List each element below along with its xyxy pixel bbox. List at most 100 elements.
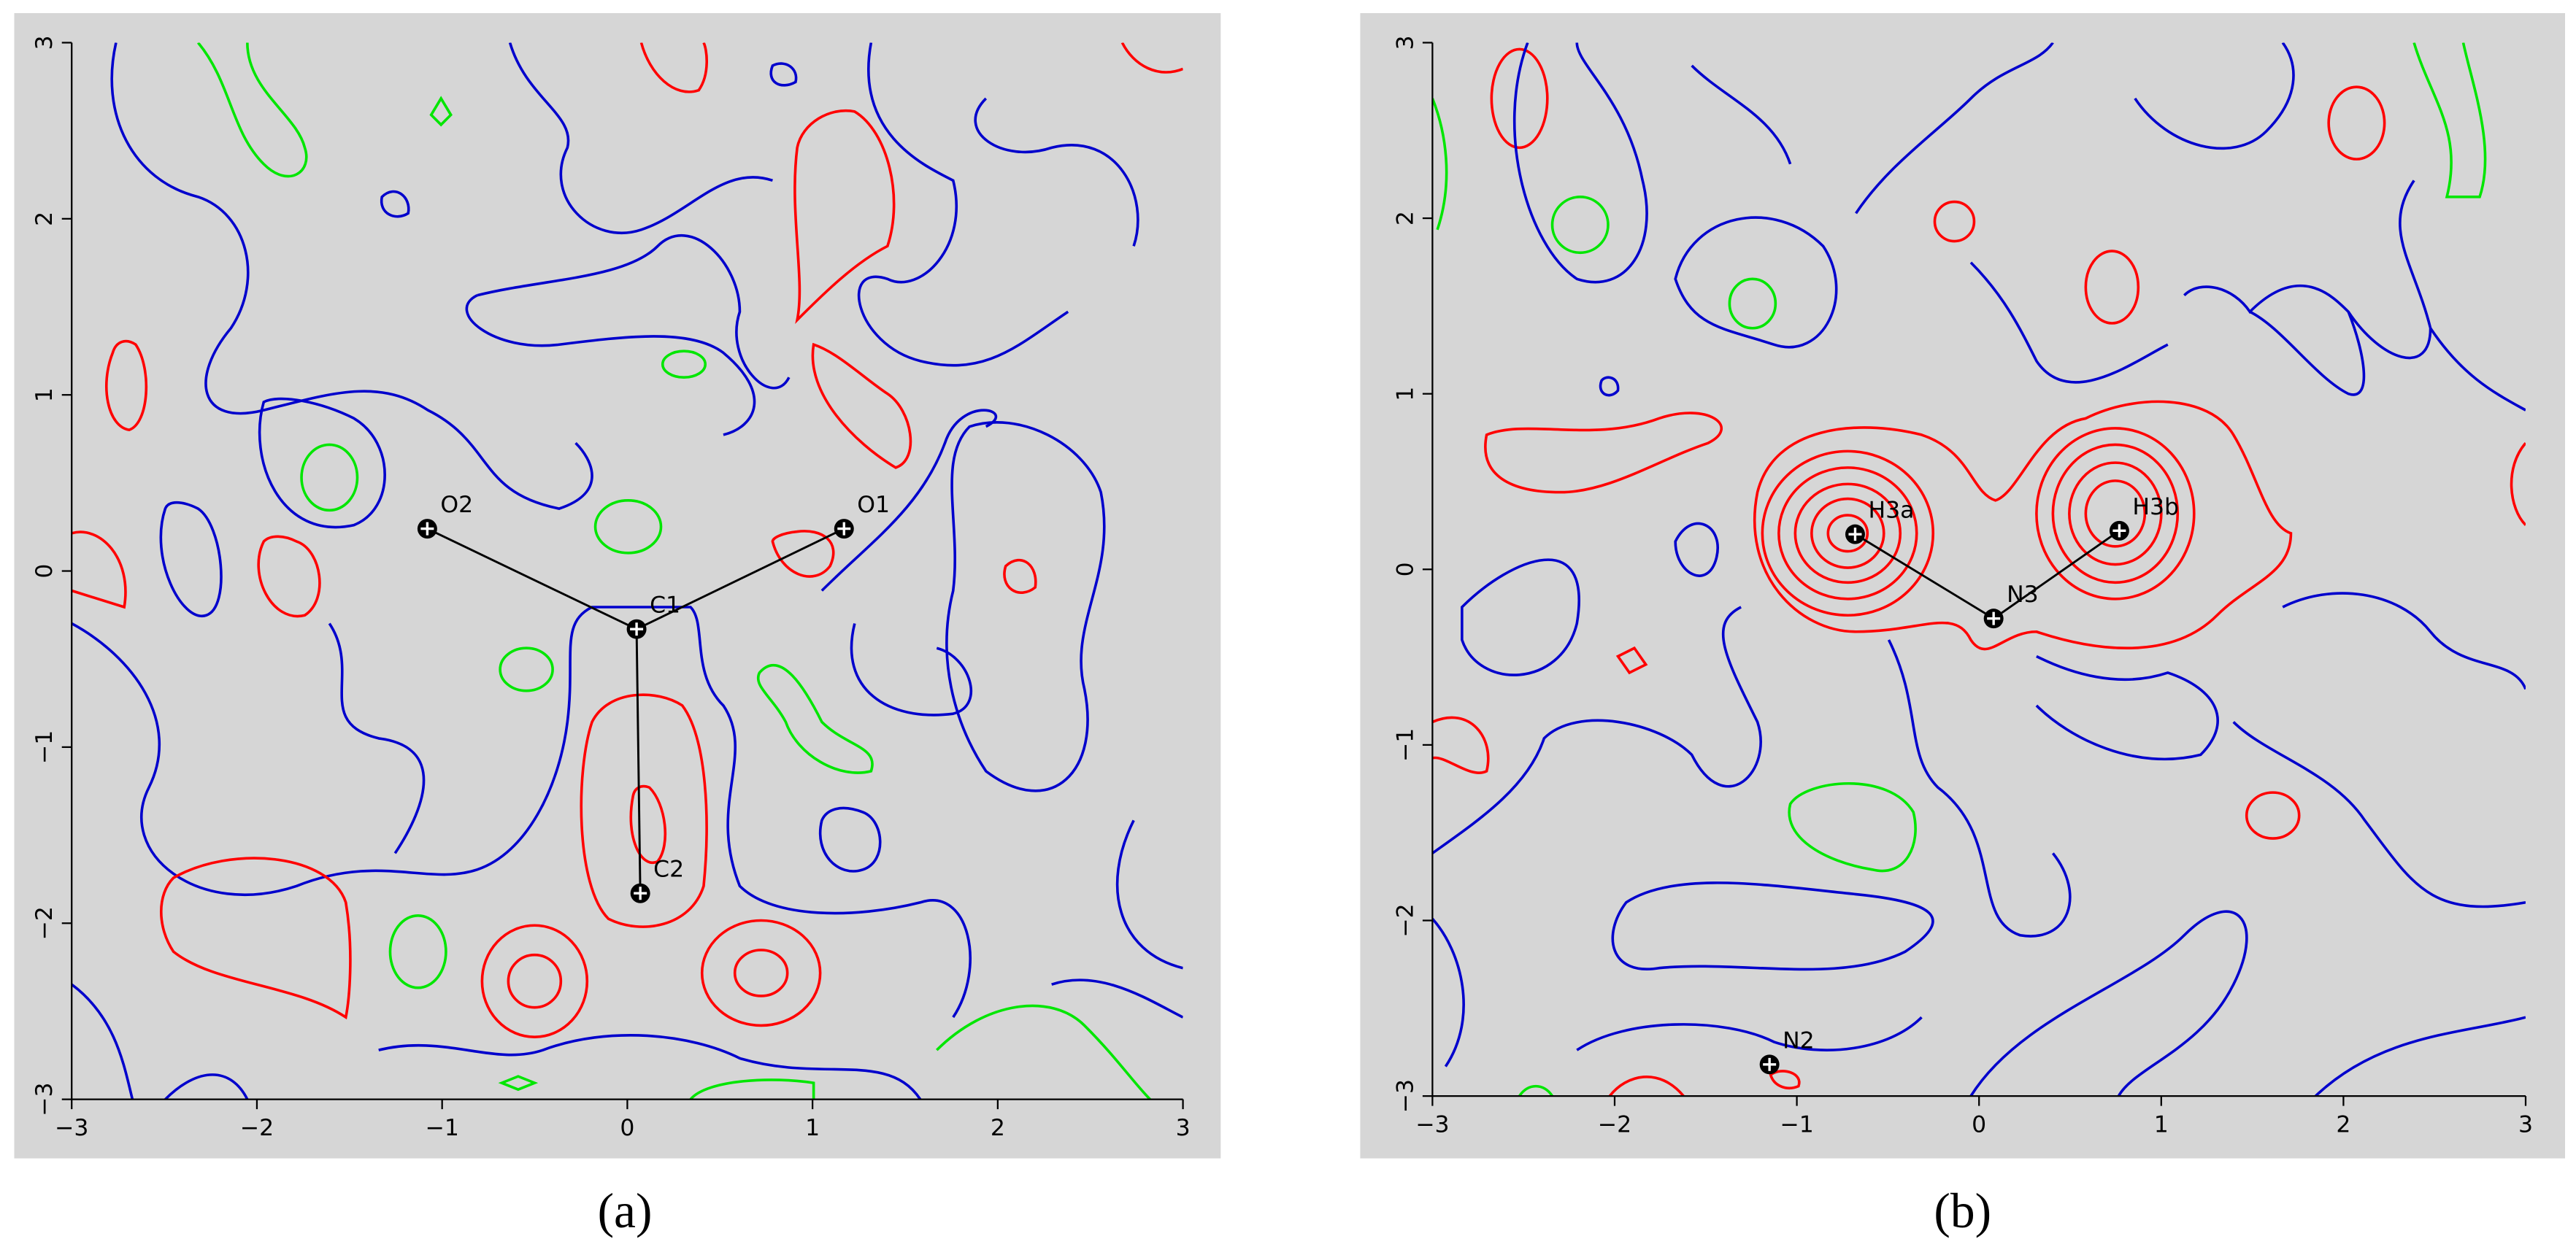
y-tick-label: 2: [1392, 211, 1418, 225]
y-tick-label: 0: [1392, 562, 1418, 576]
contour: [2245, 791, 2301, 840]
contour: [580, 693, 708, 928]
contour: [2068, 461, 2163, 566]
contour: [159, 501, 223, 617]
atom-cross: [837, 522, 851, 536]
contour: [2051, 443, 2180, 584]
contour: [1761, 449, 1935, 617]
atom-label: H3b: [2132, 494, 2179, 520]
contour: [1969, 261, 2169, 384]
atom-cross: [1763, 1057, 1777, 1071]
y-tick-label: −2: [1392, 903, 1418, 937]
y-tick-label: −3: [31, 1082, 58, 1116]
atom-cross: [1848, 528, 1862, 541]
atom-label: C1: [650, 592, 680, 619]
contour: [388, 914, 447, 989]
contour: [300, 443, 359, 512]
contour: [700, 919, 822, 1027]
contour: [257, 535, 321, 618]
bond: [635, 629, 642, 894]
contour: [2327, 85, 2386, 161]
contour: [1432, 606, 1762, 854]
contour: [2232, 721, 2526, 908]
contour: [328, 622, 426, 854]
contour: [2282, 592, 2526, 690]
contour: [508, 42, 773, 235]
contour: [2429, 327, 2526, 412]
contour: [974, 97, 1139, 247]
contour: [661, 350, 707, 379]
contour: [429, 96, 453, 127]
contour: [1003, 558, 1037, 594]
y-tick-label: −1: [31, 730, 58, 764]
contour: [258, 397, 386, 529]
contour: [1793, 482, 1902, 584]
contour: [465, 294, 756, 436]
contour: [507, 953, 563, 1009]
contour: [1576, 1016, 1923, 1051]
bond: [1854, 533, 1994, 619]
contour: [1518, 1084, 1554, 1097]
contour: [820, 409, 998, 592]
contour: [380, 190, 410, 218]
y-tick-label: 1: [31, 387, 58, 402]
contour: [689, 1078, 815, 1100]
contour: [756, 663, 874, 774]
atom-label: H3a: [1868, 498, 1914, 524]
y-tick-label: 3: [31, 35, 58, 50]
atom-label: C2: [653, 857, 684, 883]
contour: [1887, 639, 2072, 938]
contour: [110, 42, 593, 510]
contour: [1432, 716, 1490, 774]
x-tick-label: 2: [2336, 1112, 2350, 1138]
contour: [593, 499, 663, 555]
x-tick-label: 1: [2154, 1112, 2169, 1138]
contour: [1674, 522, 1719, 577]
contour: [2183, 179, 2432, 360]
atom-cross: [420, 522, 434, 536]
contour: [72, 983, 134, 1100]
contour: [2134, 42, 2295, 150]
contour: [1608, 1076, 1685, 1097]
x-tick-label: 2: [991, 1115, 1005, 1141]
y-tick-label: −3: [1392, 1079, 1418, 1113]
contour: [945, 421, 1106, 792]
contour: [1969, 910, 2248, 1097]
contour: [498, 1075, 539, 1092]
contour: [1826, 514, 1869, 553]
x-tick-label: 0: [1972, 1112, 1986, 1138]
atom-label: O2: [440, 492, 473, 518]
bond: [1993, 530, 2121, 619]
atom-label: O1: [857, 492, 890, 518]
contour: [857, 42, 1069, 367]
atom-cross: [634, 887, 647, 900]
contour: [72, 530, 127, 609]
contour: [1512, 42, 1648, 284]
contour: [936, 1004, 1151, 1100]
x-tick-label: −3: [1415, 1112, 1449, 1138]
contour: [196, 42, 308, 178]
contour: [733, 949, 789, 997]
contour: [2084, 479, 2147, 548]
panel-label: (b): [1934, 1184, 1991, 1238]
contour: [1615, 646, 1648, 675]
contour: [1810, 497, 1885, 569]
contour: [1550, 196, 1610, 255]
contour: [1115, 819, 1183, 970]
panel-background: [1360, 12, 2565, 1159]
contour: [2035, 655, 2219, 761]
y-tick-label: 1: [1392, 387, 1418, 401]
contour: [480, 924, 589, 1038]
atom-cross: [1987, 611, 2001, 625]
contour: [72, 606, 972, 1019]
contour: [1769, 1070, 1801, 1090]
contours: [1432, 42, 2526, 1097]
panel-label: (a): [598, 1184, 653, 1238]
panel-background: [14, 12, 1221, 1159]
contour: [850, 623, 973, 717]
contour: [1599, 376, 1620, 397]
contours: [72, 42, 1183, 1100]
contour: [1490, 47, 1549, 150]
contour: [818, 806, 882, 873]
